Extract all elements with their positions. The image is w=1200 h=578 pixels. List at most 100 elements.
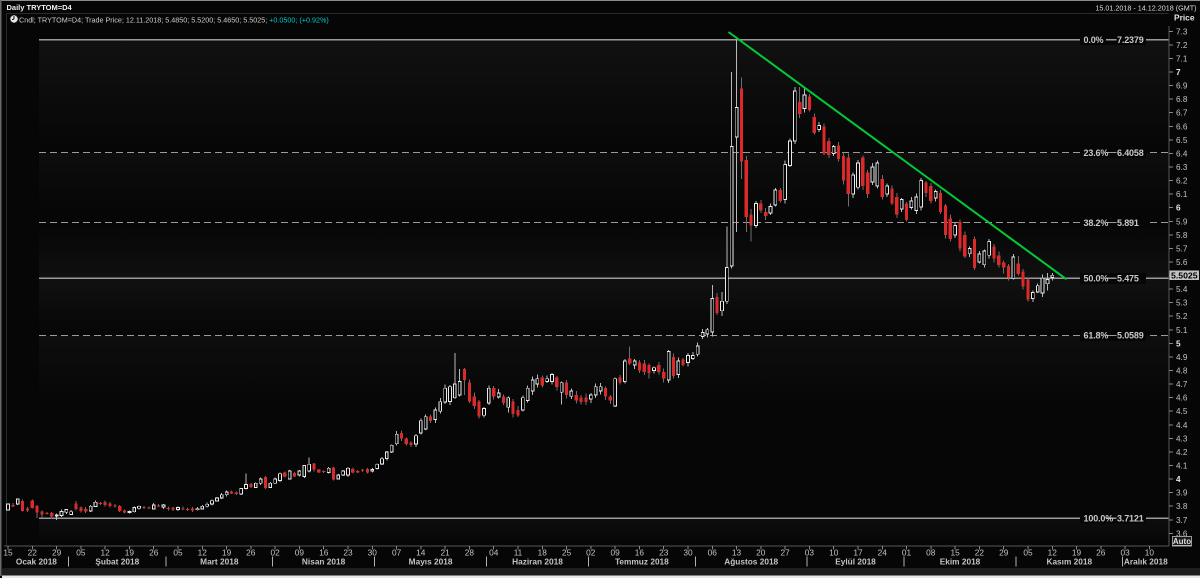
svg-text:5.5025: 5.5025 (1171, 270, 1198, 280)
svg-text:Mayıs 2018: Mayıs 2018 (409, 557, 453, 567)
svg-text:Kasım 2018: Kasım 2018 (1046, 557, 1092, 567)
svg-text:5.475: 5.475 (1117, 274, 1139, 284)
svg-text:3.7: 3.7 (1176, 516, 1188, 525)
svg-text:5.9: 5.9 (1176, 217, 1188, 226)
svg-text:3.6: 3.6 (1176, 529, 1188, 538)
svg-text:02: 02 (270, 548, 280, 558)
svg-text:4.1: 4.1 (1176, 462, 1188, 471)
svg-text:Daily TRYTOM=D4: Daily TRYTOM=D4 (7, 3, 73, 12)
svg-text:04: 04 (489, 548, 499, 558)
svg-text:7: 7 (1176, 68, 1181, 77)
svg-text:4.9: 4.9 (1176, 353, 1188, 362)
svg-text:03: 03 (805, 548, 815, 558)
svg-text:Ekim 2018: Ekim 2018 (940, 557, 981, 567)
svg-text:12: 12 (1048, 548, 1058, 558)
svg-text:4.3: 4.3 (1176, 434, 1188, 443)
svg-text:15.01.2018 - 14.12.2018 (GMT): 15.01.2018 - 14.12.2018 (GMT) (1095, 3, 1196, 12)
svg-text:09: 09 (295, 548, 305, 558)
svg-text:7.2: 7.2 (1176, 41, 1188, 50)
svg-text:7.3: 7.3 (1176, 27, 1188, 36)
svg-text:4.8: 4.8 (1176, 367, 1188, 376)
svg-text:5.3: 5.3 (1176, 299, 1188, 308)
svg-text:13: 13 (732, 548, 742, 558)
svg-text:5.7: 5.7 (1176, 244, 1188, 253)
svg-text:16: 16 (319, 548, 329, 558)
svg-text:4.2: 4.2 (1176, 448, 1188, 457)
svg-text:4: 4 (1176, 475, 1181, 484)
svg-text:20: 20 (756, 548, 766, 558)
svg-text:14: 14 (416, 548, 426, 558)
svg-text:30: 30 (683, 548, 693, 558)
svg-text:6.8: 6.8 (1176, 95, 1188, 104)
svg-text:12: 12 (100, 548, 110, 558)
svg-text:28: 28 (465, 548, 475, 558)
svg-text:Şubat 2018: Şubat 2018 (95, 557, 139, 567)
svg-text:22: 22 (975, 548, 985, 558)
svg-text:5.891: 5.891 (1117, 218, 1139, 228)
svg-text:6.3: 6.3 (1176, 163, 1188, 172)
svg-text:26: 26 (1096, 548, 1106, 558)
svg-text:Price: Price (1174, 12, 1195, 22)
svg-text:6.9: 6.9 (1176, 82, 1188, 91)
svg-text:26: 26 (246, 548, 256, 558)
svg-text:Temmuz 2018: Temmuz 2018 (615, 557, 669, 567)
svg-text:23.6%: 23.6% (1084, 148, 1109, 158)
svg-text:Aralık 2018: Aralık 2018 (1124, 557, 1168, 567)
svg-text:19: 19 (222, 548, 232, 558)
svg-text:Ağustos 2018: Ağustos 2018 (724, 557, 778, 567)
svg-text:21: 21 (440, 548, 450, 558)
svg-text:7.1: 7.1 (1176, 54, 1188, 63)
svg-text:26: 26 (149, 548, 159, 558)
svg-text:25: 25 (562, 548, 572, 558)
svg-text:3.8: 3.8 (1176, 502, 1188, 511)
svg-text:5.6: 5.6 (1176, 258, 1188, 267)
svg-text:100.0%: 100.0% (1084, 514, 1114, 524)
svg-text:23: 23 (659, 548, 669, 558)
svg-text:Nisan 2018: Nisan 2018 (302, 557, 346, 567)
svg-text:6.1: 6.1 (1176, 190, 1188, 199)
svg-text:06: 06 (708, 548, 718, 558)
svg-text:22: 22 (28, 548, 38, 558)
svg-text:38.2%: 38.2% (1084, 218, 1109, 228)
svg-text:5: 5 (1176, 339, 1181, 348)
svg-text:Cndl; TRYTOM=D4; Trade Price;: Cndl; TRYTOM=D4; Trade Price; 12.11.2018… (19, 15, 329, 24)
svg-text:6.7: 6.7 (1176, 109, 1188, 118)
svg-text:05: 05 (76, 548, 86, 558)
svg-text:01: 01 (902, 548, 912, 558)
svg-text:5.0589: 5.0589 (1117, 331, 1144, 341)
svg-text:19: 19 (1072, 548, 1082, 558)
svg-text:4.7: 4.7 (1176, 380, 1188, 389)
svg-text:29: 29 (999, 548, 1009, 558)
svg-text:16: 16 (635, 548, 645, 558)
svg-text:27: 27 (780, 548, 790, 558)
svg-text:5.8: 5.8 (1176, 231, 1188, 240)
svg-text:11: 11 (514, 548, 523, 558)
svg-text:08: 08 (926, 548, 936, 558)
svg-text:61.8%: 61.8% (1084, 331, 1109, 341)
svg-text:6.4058: 6.4058 (1117, 148, 1144, 158)
svg-text:3.7121: 3.7121 (1117, 514, 1144, 524)
svg-text:30: 30 (368, 548, 378, 558)
svg-text:6.6: 6.6 (1176, 122, 1188, 131)
svg-text:15: 15 (3, 548, 13, 558)
svg-text:5.4: 5.4 (1176, 285, 1188, 294)
svg-text:4.4: 4.4 (1176, 421, 1188, 430)
svg-text:50.0%: 50.0% (1084, 274, 1109, 284)
svg-text:24: 24 (878, 548, 888, 558)
svg-text:09: 09 (610, 548, 620, 558)
svg-text:19: 19 (125, 548, 135, 558)
svg-text:12: 12 (198, 548, 208, 558)
svg-text:17: 17 (853, 548, 863, 558)
svg-text:6.4: 6.4 (1176, 149, 1188, 158)
svg-text:6: 6 (1176, 204, 1181, 213)
svg-text:7.2379: 7.2379 (1117, 35, 1144, 45)
svg-text:10: 10 (1145, 548, 1155, 558)
svg-text:23: 23 (343, 548, 353, 558)
svg-text:18: 18 (538, 548, 548, 558)
svg-text:3.9: 3.9 (1176, 489, 1188, 498)
svg-text:Haziran 2018: Haziran 2018 (512, 557, 563, 567)
svg-text:4.5: 4.5 (1176, 407, 1188, 416)
svg-text:05: 05 (1023, 548, 1033, 558)
svg-text:03: 03 (1120, 548, 1130, 558)
svg-text:Mart 2018: Mart 2018 (200, 557, 239, 567)
